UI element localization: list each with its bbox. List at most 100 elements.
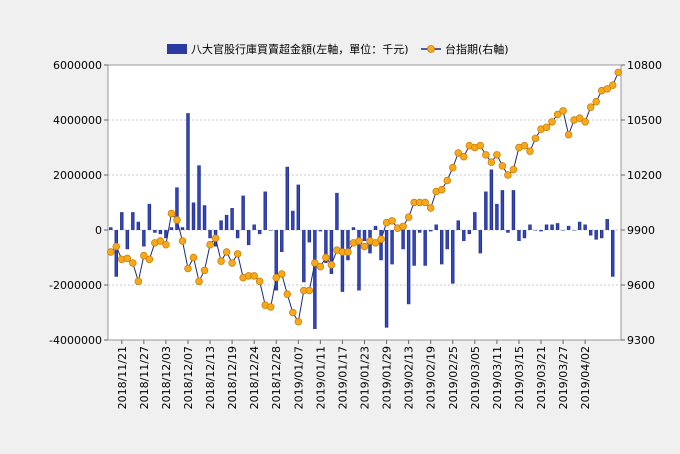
line-point — [526, 147, 534, 155]
line-point — [449, 163, 457, 172]
bar — [285, 166, 289, 230]
bar — [257, 230, 262, 235]
left-tick-label: -2000000 — [49, 279, 102, 292]
line-series — [107, 68, 622, 326]
line-point — [404, 213, 413, 221]
line-point — [173, 216, 181, 224]
bar — [533, 230, 538, 231]
line-point — [476, 141, 485, 150]
bar — [263, 191, 267, 230]
left-tick-label: 2000000 — [53, 169, 102, 182]
line-point — [289, 308, 297, 317]
bar — [390, 230, 394, 265]
line-point — [437, 185, 446, 194]
line-point — [553, 110, 562, 119]
bar — [291, 210, 295, 230]
line-point — [217, 257, 225, 265]
bar — [522, 230, 527, 239]
line-point — [233, 250, 242, 258]
line-point — [266, 303, 275, 311]
line-point — [575, 114, 584, 122]
line-point — [504, 171, 512, 179]
line-point — [211, 234, 220, 243]
x-tick-label: 2019/03/05 — [469, 346, 482, 409]
bar — [599, 230, 604, 239]
bar — [406, 230, 411, 305]
x-tick-label: 2018/12/03 — [160, 346, 173, 409]
bar — [362, 230, 367, 241]
bar — [224, 214, 229, 230]
x-tick-label: 2019/03/27 — [557, 346, 570, 409]
x-tick-label: 2018/11/27 — [138, 346, 151, 409]
line-point — [399, 222, 407, 231]
line-point — [206, 240, 214, 249]
line-point — [421, 198, 429, 207]
x-tick-label: 2019/03/11 — [491, 346, 504, 409]
left-tick-label: -4000000 — [49, 334, 102, 347]
bar — [280, 230, 284, 252]
line-point — [322, 253, 330, 262]
line-point — [195, 277, 203, 286]
line-point — [614, 68, 622, 77]
bar — [230, 208, 234, 230]
bar — [147, 203, 152, 230]
left-axis: 6000000 4000000 2000000 0 -2000000 -4000000 — [49, 59, 108, 347]
right-tick-label: 9300 — [627, 334, 655, 347]
line-point — [272, 273, 280, 282]
bar — [611, 230, 615, 277]
line-point — [200, 266, 209, 275]
line-point — [388, 217, 396, 225]
line-point — [112, 242, 121, 251]
bar — [566, 225, 571, 230]
bar — [517, 230, 521, 241]
x-tick-label: 2019/03/21 — [535, 346, 548, 409]
bar — [489, 169, 494, 230]
x-tick-label: 2018/11/21 — [116, 346, 129, 409]
bar — [379, 230, 383, 261]
line-point — [371, 239, 380, 247]
line-point — [250, 272, 258, 280]
bar — [495, 203, 499, 230]
bar — [313, 230, 317, 329]
x-tick-label: 2018/12/24 — [248, 346, 261, 409]
bar — [246, 230, 251, 246]
line-point — [509, 165, 518, 174]
line-point — [355, 237, 363, 245]
bar — [384, 230, 389, 328]
line-point — [493, 151, 501, 159]
bar — [274, 230, 278, 291]
x-tick-label: 2019/02/19 — [425, 346, 438, 409]
line-point — [487, 158, 496, 166]
line-point — [498, 162, 507, 170]
line-point — [460, 152, 468, 161]
bar — [594, 230, 598, 240]
line-point — [228, 259, 236, 267]
legend-line-marker — [427, 45, 435, 53]
bar — [235, 230, 240, 239]
line-point — [327, 261, 336, 269]
line-point — [520, 141, 529, 150]
bar — [423, 230, 427, 266]
bar — [451, 230, 455, 284]
left-tick-label: 4000000 — [53, 114, 102, 127]
bar — [296, 184, 301, 230]
bar — [169, 227, 174, 230]
right-tick-label: 10800 — [627, 59, 662, 72]
bar — [467, 230, 472, 235]
bar — [605, 219, 609, 230]
x-tick-label: 2019/01/07 — [292, 346, 305, 409]
bar — [456, 220, 460, 230]
line-point — [443, 176, 451, 185]
right-axis: 10800 10500 10200 9900 9600 9300 — [621, 59, 662, 347]
x-tick-label: 2018/12/19 — [226, 346, 239, 409]
x-tick-label: 2018/12/28 — [270, 346, 283, 409]
bar — [473, 212, 477, 230]
left-tick-label: 6000000 — [53, 59, 102, 72]
line-point — [162, 240, 170, 249]
x-tick-label: 2019/01/17 — [336, 346, 349, 409]
legend: 八大官股行庫買賣超金額(左軸，單位：千元) 台指期(右軸) — [167, 42, 509, 56]
bar — [142, 230, 146, 247]
bar — [120, 212, 124, 230]
